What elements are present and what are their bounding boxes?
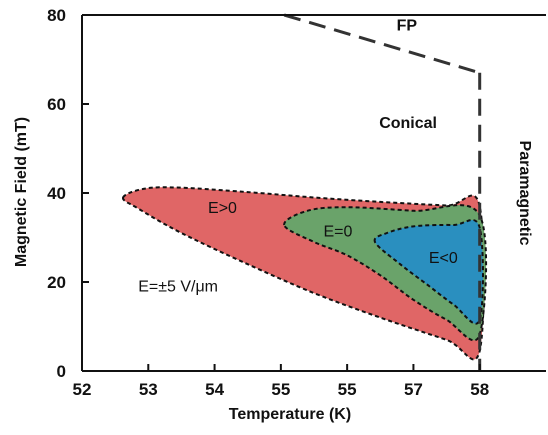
- y-axis-label: Magnetic Field (mT): [13, 117, 30, 267]
- region-labels: FP Conical Paramagnetic E>0 E=0 E<0 E=±5 V/μm: [138, 17, 533, 295]
- x-tick-label: 55: [338, 380, 357, 399]
- x-tick-label: 55: [271, 380, 290, 399]
- axes: 52 53 54 55 55 57 58 0 20 40 60 80: [47, 6, 546, 399]
- region-negative-field: [373, 218, 484, 325]
- y-tick-label: 0: [57, 362, 66, 381]
- boundary-fp-conical: [283, 13, 481, 75]
- x-tick-label: 54: [205, 380, 224, 399]
- y-tick-label: 80: [47, 6, 66, 25]
- x-tick-label: 58: [470, 380, 489, 399]
- phase-boundaries: [283, 13, 482, 371]
- region-label: E=±5 V/μm: [138, 279, 218, 296]
- region-label: E>0: [208, 200, 237, 217]
- x-tick-label: 52: [73, 380, 92, 399]
- y-tick-label: 40: [47, 184, 66, 203]
- region-label: FP: [397, 17, 418, 34]
- phase-regions: [122, 186, 488, 361]
- region-label: E<0: [429, 250, 458, 267]
- region-label: Paramagnetic: [516, 141, 533, 246]
- x-axis-label: Temperature (K): [229, 406, 351, 423]
- region-label: E=0: [323, 223, 352, 240]
- x-tick-label: 57: [404, 380, 423, 399]
- x-tick-label: 53: [139, 380, 158, 399]
- y-tick-label: 60: [47, 95, 66, 114]
- y-tick-label: 20: [47, 273, 66, 292]
- region-label: Conical: [379, 115, 437, 132]
